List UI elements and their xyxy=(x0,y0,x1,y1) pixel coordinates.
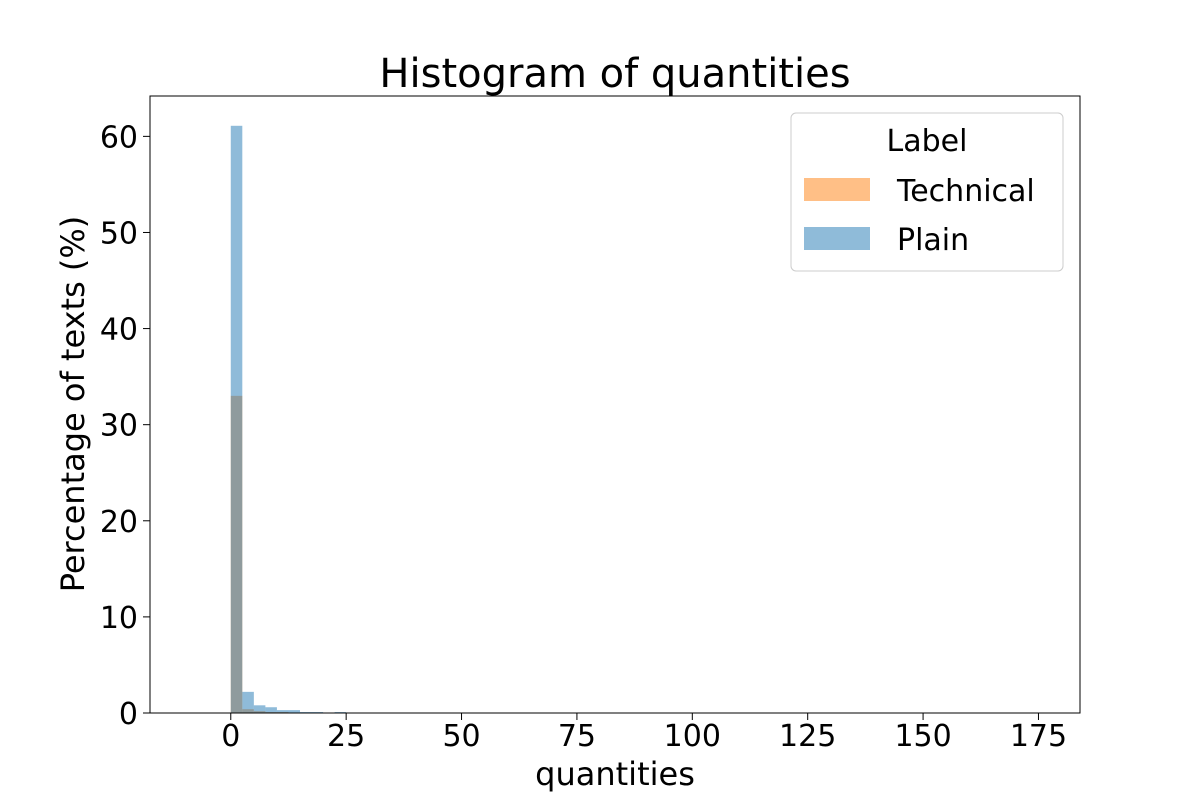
legend-entry-plain: Plain xyxy=(897,223,969,258)
x-tick-label: 125 xyxy=(779,719,836,754)
bar-plain-bin-3 xyxy=(265,707,277,713)
legend-title: Label xyxy=(887,124,968,159)
x-tick-label: 25 xyxy=(327,719,365,754)
x-tick-label: 75 xyxy=(558,719,596,754)
bar-plain-bin-1 xyxy=(242,692,254,713)
y-tick-label: 60 xyxy=(100,120,138,155)
y-tick-label: 0 xyxy=(119,697,138,732)
x-tick-label: 100 xyxy=(664,719,721,754)
legend: Label Technical Plain xyxy=(791,113,1063,271)
y-tick-label: 30 xyxy=(100,409,138,444)
legend-swatch-technical xyxy=(804,178,870,201)
legend-swatch-plain xyxy=(804,227,870,250)
y-tick-label: 10 xyxy=(100,601,138,636)
x-tick-label: 50 xyxy=(442,719,480,754)
y-tick-label: 20 xyxy=(100,505,138,540)
y-axis-label: Percentage of texts (%) xyxy=(54,216,92,593)
x-axis-label: quantities xyxy=(535,755,695,793)
legend-entry-technical: Technical xyxy=(896,174,1035,209)
y-tick-label: 50 xyxy=(100,216,138,251)
x-tick-label: 150 xyxy=(894,719,951,754)
bar-plain-bin-0 xyxy=(231,126,243,713)
chart-title: Histogram of quantities xyxy=(379,51,850,97)
bar-plain-bin-2 xyxy=(254,705,266,713)
x-tick-label: 175 xyxy=(1010,719,1067,754)
x-tick-label: 0 xyxy=(221,719,240,754)
y-tick-label: 40 xyxy=(100,313,138,348)
